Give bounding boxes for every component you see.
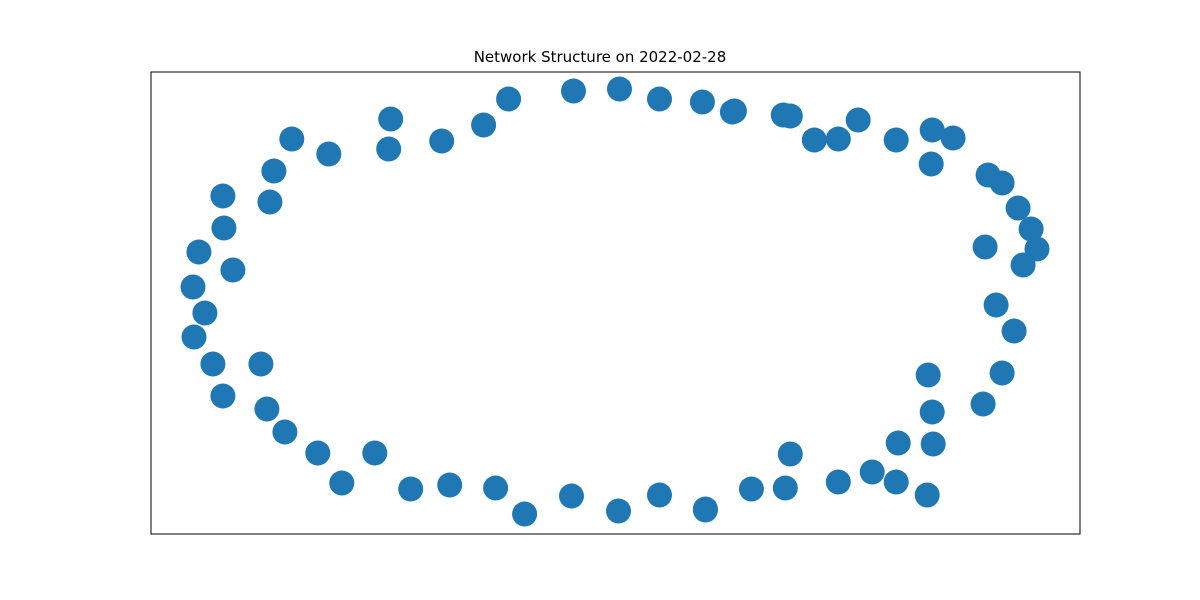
plot-frame [150, 71, 1081, 535]
network-node [181, 324, 207, 350]
network-node [607, 76, 632, 102]
network-node [279, 126, 305, 152]
network-node [940, 125, 966, 151]
network-node [970, 391, 996, 417]
network-node [561, 78, 586, 104]
network-node [180, 274, 206, 300]
network-node [496, 86, 522, 112]
network-node [210, 383, 236, 409]
node-group [180, 76, 1050, 527]
network-node [883, 469, 909, 495]
network-node [738, 476, 764, 502]
network-node [211, 215, 237, 241]
network-node [689, 89, 715, 115]
network-node [512, 501, 538, 527]
network-node [801, 127, 827, 153]
network-node [1005, 195, 1031, 221]
network-node [919, 399, 945, 425]
network-node [316, 141, 342, 167]
network-node [200, 351, 226, 377]
network-node [918, 151, 944, 177]
network-node [186, 239, 212, 265]
network-node [914, 482, 940, 508]
network-node [559, 483, 584, 509]
network-node [983, 292, 1009, 318]
network-node [471, 112, 497, 138]
network-node [859, 459, 885, 485]
network-node [483, 475, 509, 501]
network-node [329, 470, 355, 496]
network-node [845, 107, 871, 133]
network-node [777, 441, 803, 467]
network-node [272, 419, 298, 445]
network-node [825, 126, 851, 152]
network-node [777, 103, 803, 129]
network-node [1010, 252, 1036, 278]
network-node [398, 476, 424, 502]
network-node [920, 431, 946, 457]
network-node [1001, 318, 1027, 344]
network-node [437, 472, 463, 498]
network-node [257, 189, 283, 215]
network-node [919, 117, 945, 143]
network-node [883, 127, 909, 153]
network-node [972, 234, 998, 260]
network-node [429, 128, 455, 154]
network-node [254, 396, 280, 422]
network-node [692, 496, 718, 522]
network-node [647, 482, 672, 508]
chart-title: Network Structure on 2022-02-28 [473, 48, 727, 66]
network-node [915, 362, 941, 388]
network-node [1018, 216, 1044, 242]
network-node [210, 183, 236, 209]
network-node [378, 106, 404, 132]
network-node [261, 158, 287, 184]
network-node [721, 98, 747, 124]
network-node [989, 170, 1015, 196]
network-node [647, 86, 672, 112]
network-node [606, 498, 631, 524]
network-node [376, 136, 402, 162]
network-node [305, 440, 331, 466]
network-node [220, 257, 246, 283]
network-node [885, 430, 911, 456]
network-node [989, 360, 1015, 386]
network-node [825, 469, 851, 495]
network-node [362, 440, 388, 466]
network-node [192, 300, 218, 326]
network-node [772, 475, 798, 501]
network-node [248, 351, 274, 377]
